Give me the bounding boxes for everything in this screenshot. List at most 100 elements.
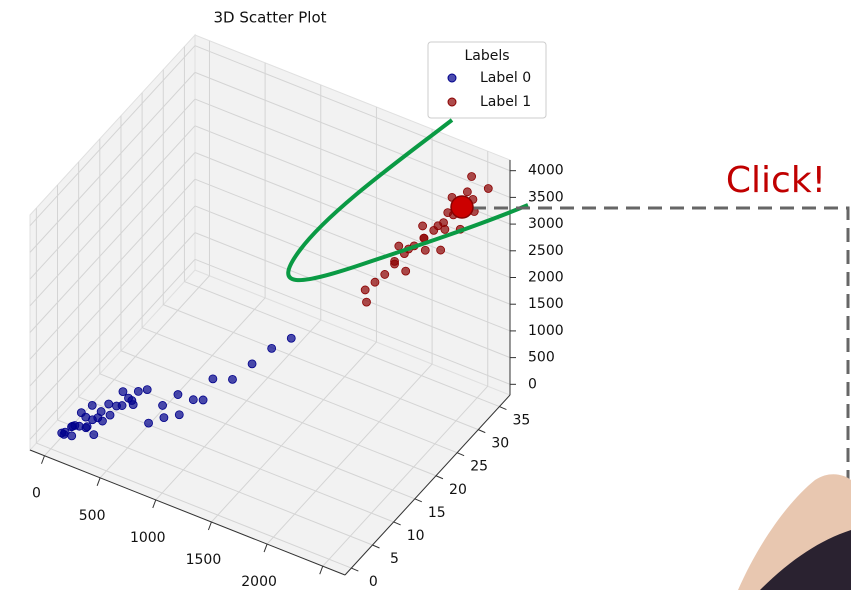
person-image-dark [760, 530, 851, 590]
grid-line [29, 178, 196, 360]
y-tick [372, 544, 380, 549]
point [208, 374, 218, 384]
point [57, 428, 67, 438]
grid-line [163, 304, 479, 431]
z-tick-label: 1500 [528, 296, 564, 312]
grid-line [194, 258, 511, 385]
point [118, 387, 128, 397]
point [198, 395, 208, 405]
grid-line [194, 232, 511, 359]
z-tick-label: 4000 [528, 163, 564, 179]
highlight-ellipse [286, 118, 529, 283]
points [57, 172, 493, 441]
point [420, 245, 430, 255]
grid-line [36, 442, 352, 569]
y-tick [393, 521, 401, 526]
y-tick [499, 406, 507, 410]
y-tick [414, 498, 423, 503]
point [124, 393, 133, 403]
grid-line [29, 72, 196, 253]
x-tick-label: 1000 [130, 530, 166, 546]
z-tick-label: 0 [528, 376, 537, 392]
axis-line [29, 449, 346, 576]
point [104, 399, 114, 409]
x-tick-label: 0 [32, 486, 41, 502]
point [433, 221, 443, 231]
point [394, 241, 404, 251]
point [390, 259, 399, 269]
point [144, 418, 153, 428]
grid-line [194, 178, 511, 305]
grid-line [184, 281, 500, 408]
x-tick-label: 2000 [241, 574, 277, 590]
point [462, 187, 472, 197]
grid-line [29, 205, 196, 387]
click-annotation: Click! [726, 160, 826, 201]
point [76, 408, 86, 418]
legend: Labels Label 0 Label 1 [427, 41, 547, 119]
point [418, 221, 428, 231]
point [173, 390, 183, 399]
grid-line [194, 152, 511, 278]
x-tick-label: 1500 [186, 552, 222, 568]
legend-marker [447, 97, 457, 107]
point [267, 343, 277, 353]
grid-line [29, 232, 196, 413]
z-tick-label: 2500 [528, 243, 564, 259]
point [247, 359, 257, 369]
chart-title: 3D Scatter Plot [213, 9, 326, 27]
legend-label: Label 0 [480, 70, 531, 86]
y-tick-label: 0 [369, 574, 378, 590]
point [443, 208, 453, 218]
point [440, 225, 450, 234]
point [380, 270, 390, 279]
legend-label: Label 1 [480, 94, 531, 110]
grid-line [194, 71, 511, 198]
x-tick-label: 500 [79, 508, 106, 524]
grid-line [141, 327, 458, 454]
point [360, 285, 370, 295]
x-tick [263, 543, 268, 553]
point [286, 333, 296, 343]
y-tick-label: 25 [470, 459, 488, 475]
y-tick-label: 20 [449, 482, 467, 498]
y-tick-label: 10 [407, 528, 425, 544]
dashed-connector [472, 206, 850, 590]
point [467, 172, 476, 181]
point [436, 245, 446, 255]
click-marker[interactable] [450, 195, 474, 219]
z-tick-label: 3500 [528, 189, 564, 205]
z-tick-label: 2000 [528, 270, 564, 286]
grid-line [99, 373, 415, 500]
point [105, 410, 115, 420]
grid-line [29, 98, 196, 280]
point [158, 401, 167, 410]
z-tick-label: 500 [528, 350, 555, 366]
grid-line [29, 45, 196, 227]
axis-line [344, 394, 511, 576]
x-tick [152, 499, 157, 509]
grid-line [57, 419, 373, 546]
legend-marker [447, 73, 457, 83]
grid-line [194, 45, 511, 172]
grid-line [29, 125, 196, 307]
y-tick [351, 567, 359, 572]
y-tick [478, 429, 486, 434]
y-tick-label: 30 [491, 436, 509, 452]
y-tick [456, 452, 465, 457]
point [159, 413, 169, 422]
tick-labels: 0500100015002000250005101520253035050010… [32, 163, 564, 590]
point [87, 400, 97, 410]
point [370, 277, 380, 287]
point [188, 395, 198, 405]
grid-line [29, 152, 196, 333]
point [128, 400, 138, 410]
point [174, 410, 184, 420]
grid-line [78, 396, 394, 523]
point [93, 413, 103, 423]
legend-title: Labels [464, 48, 509, 64]
grid-line [29, 258, 196, 440]
point [401, 266, 411, 276]
y-tick-label: 35 [513, 413, 531, 429]
